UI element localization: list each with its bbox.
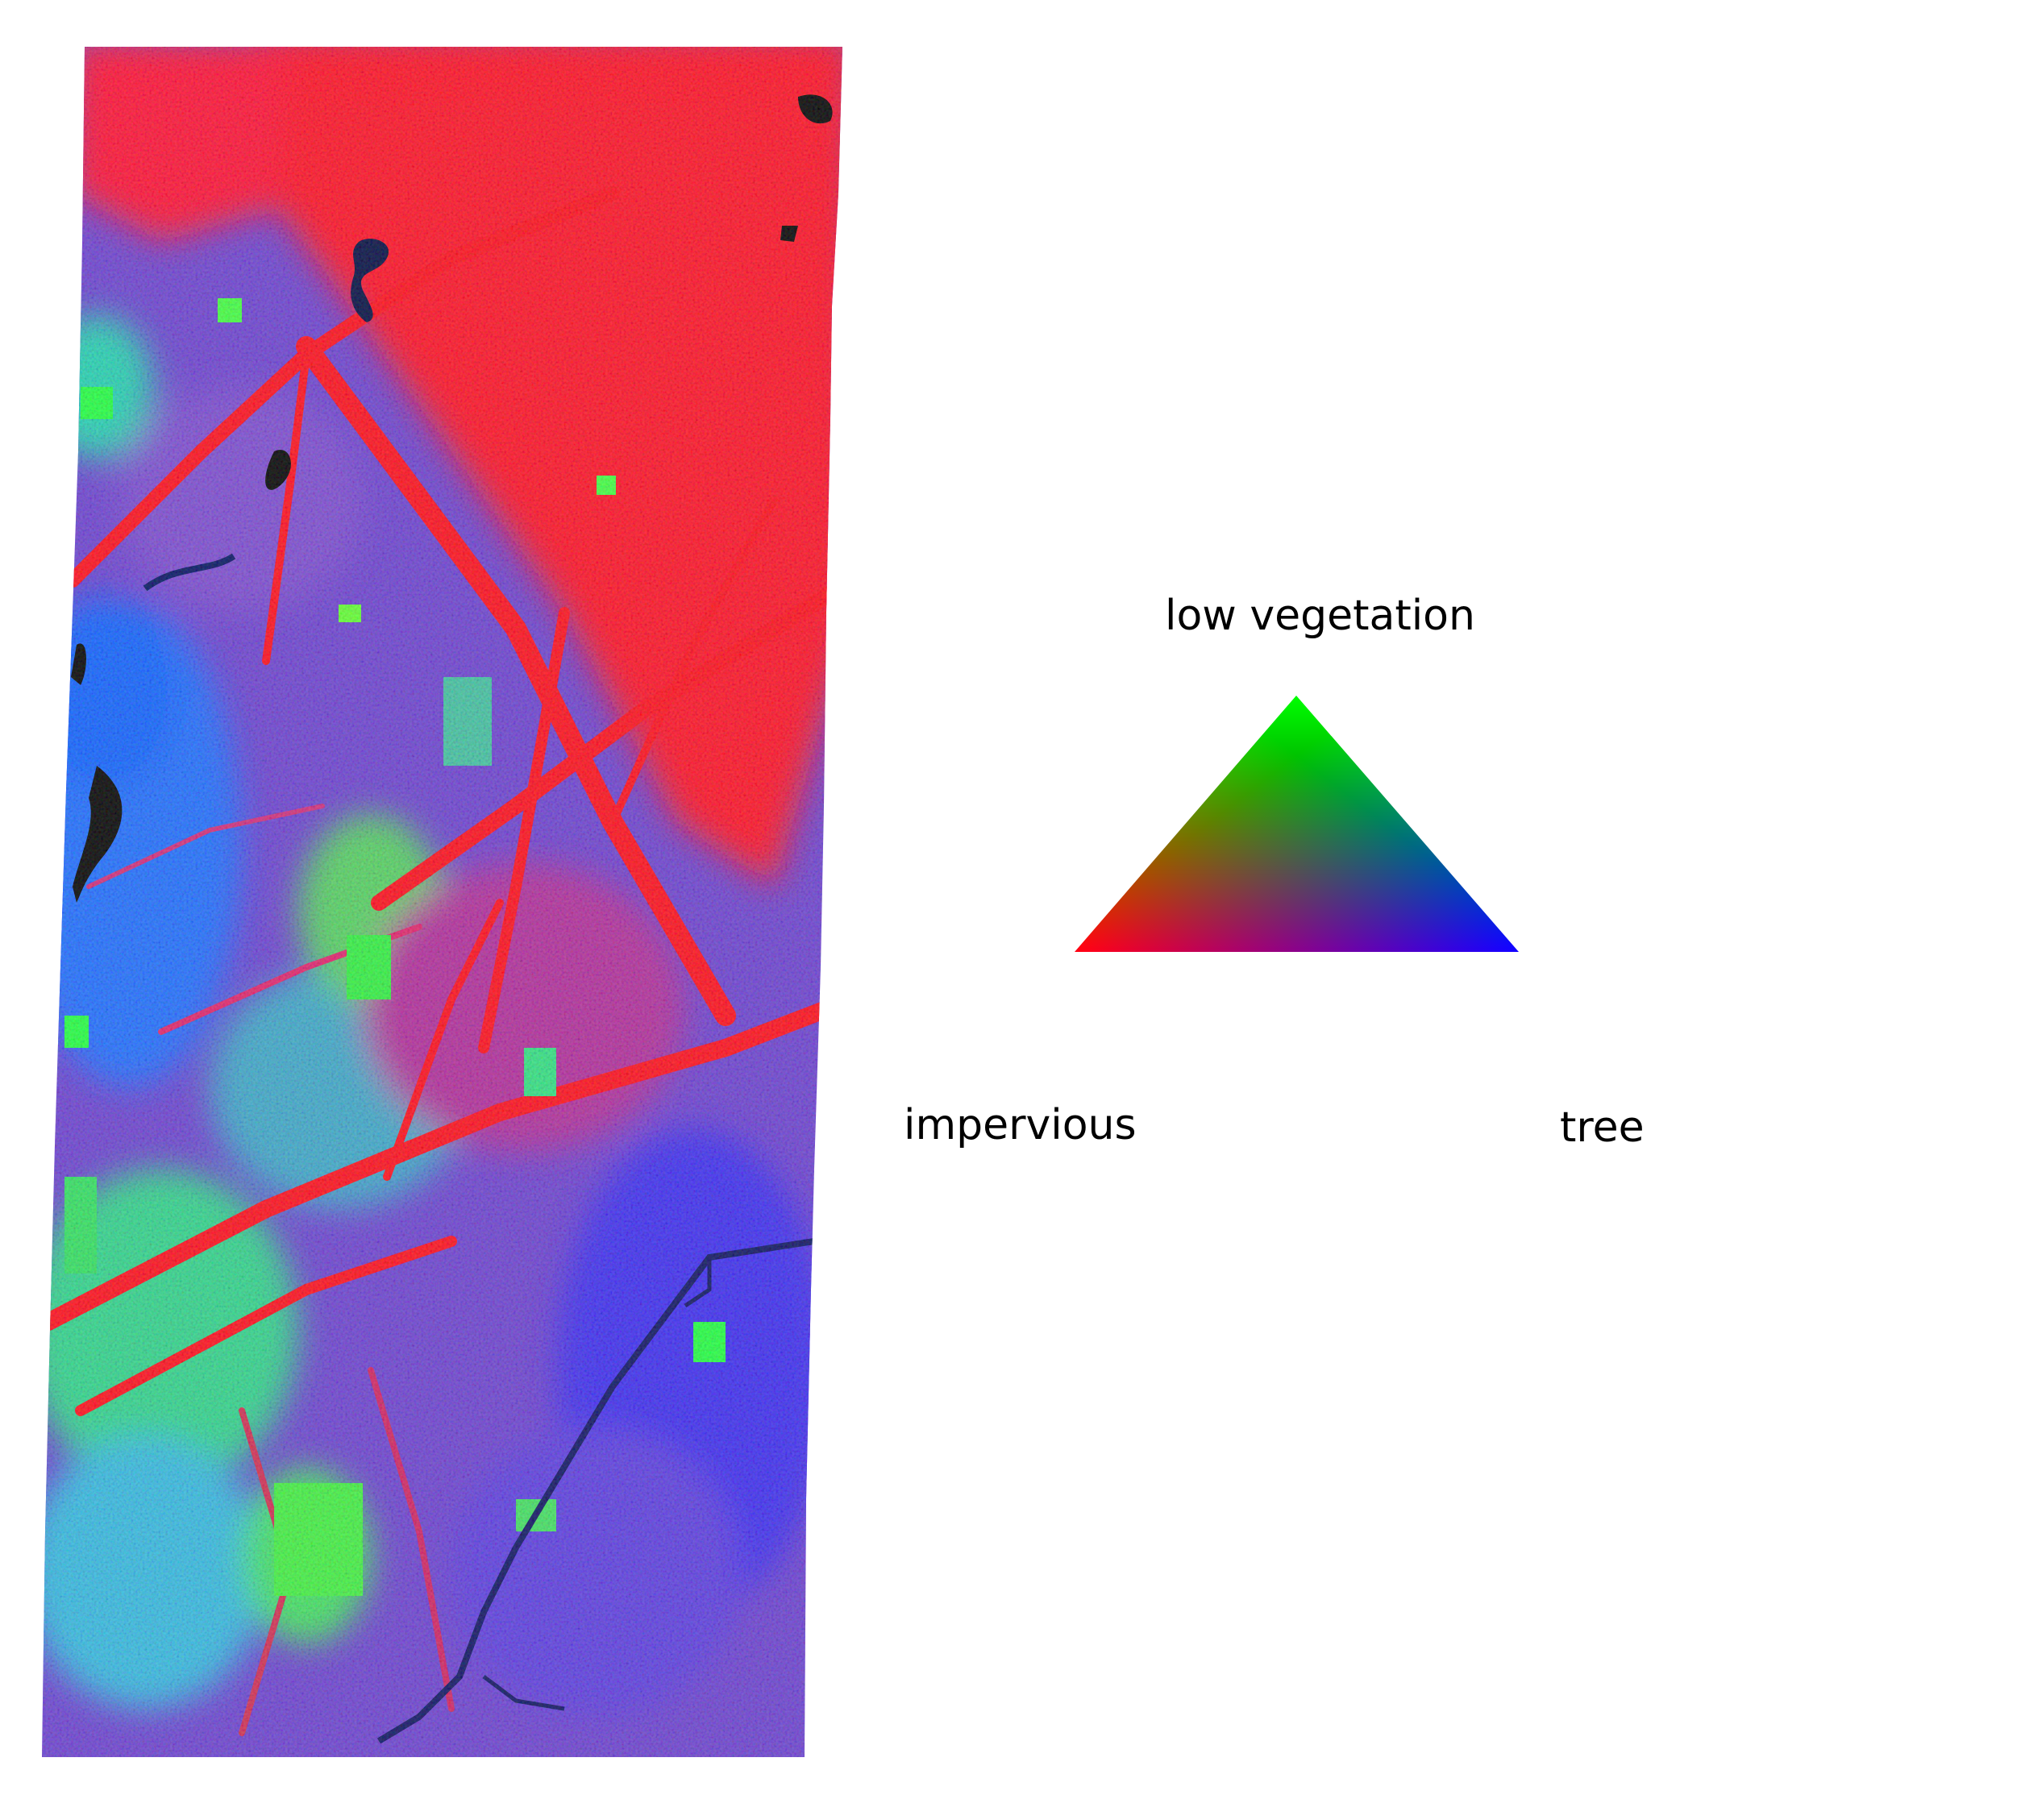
land-cover-map — [0, 0, 855, 1773]
legend-label-tree: tree — [1560, 1103, 1645, 1152]
land-cover-map-image — [42, 47, 842, 1757]
legend-label-low-vegetation: low vegetation — [1165, 592, 1475, 640]
ternary-color-legend: low vegetation impervious tree — [887, 564, 1693, 1177]
legend-label-impervious: impervious — [904, 1101, 1137, 1149]
ternary-gradient-triangle — [1075, 696, 1519, 952]
